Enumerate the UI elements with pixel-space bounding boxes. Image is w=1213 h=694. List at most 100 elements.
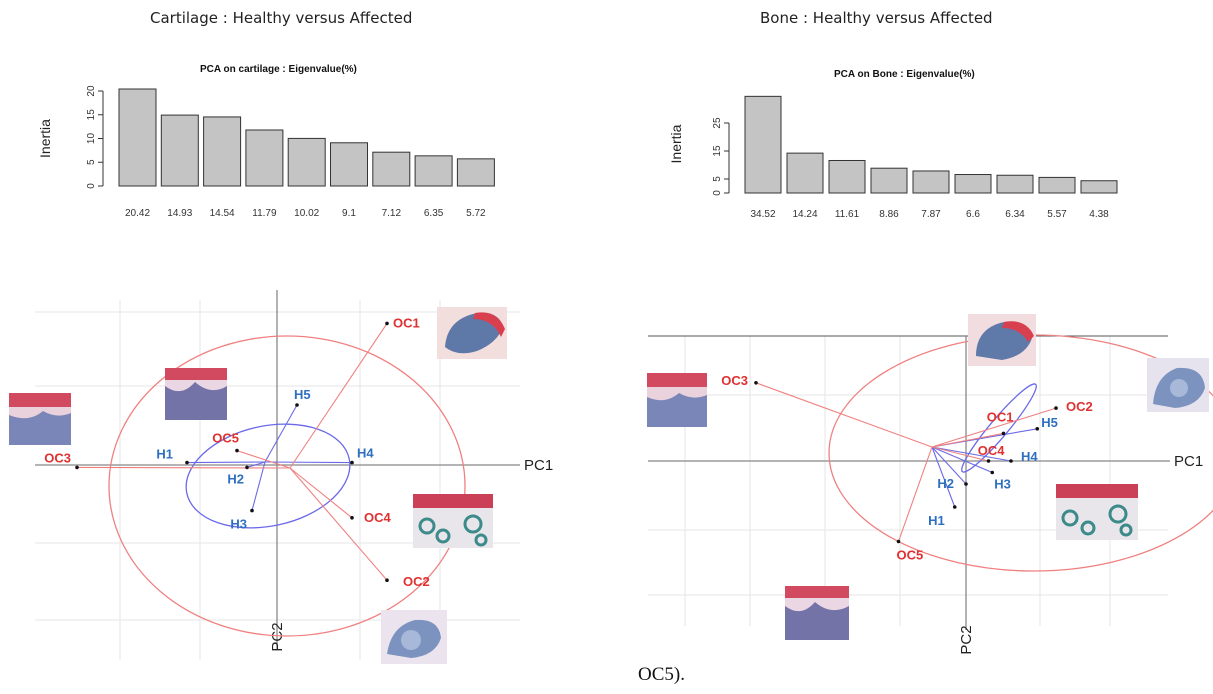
bone-biplot-point-oc4	[986, 459, 991, 463]
bone-biplot-point-label-h3: H3	[994, 477, 1011, 492]
bone-biplot-point-label-oc4: OC4	[978, 443, 1006, 458]
histology-thumbnail-oc1	[437, 307, 507, 359]
cartilage-bar	[456, 158, 495, 187]
cartilage-eigenvalue-bar-chart: 0 5 10 15 20 Inertia 20.42 14.93 14.54 11.79 10.02…	[37, 85, 495, 219]
cartilage-y-tick-label: 10	[86, 133, 97, 145]
cartilage-biplot-point-oc5	[235, 448, 239, 453]
cartilage-bar-label: 9.1	[342, 208, 356, 219]
bone-y-tick-label: 5	[712, 176, 723, 182]
bone-biplot-point-oc1	[1001, 431, 1006, 436]
cartilage-bar	[372, 151, 411, 187]
bone-biplot-point-h5	[1035, 427, 1040, 431]
bone-biplot-affected-spoke	[931, 432, 1004, 448]
cartilage-biplot-pc1-label: PC1	[524, 457, 553, 474]
cartilage-biplot-pc2-label: PC2	[269, 622, 286, 651]
bone-biplot-affected-spoke	[897, 446, 933, 542]
bone-biplot-affected-spoke	[931, 446, 989, 462]
cartilage-biplot-point-label-oc4: OC4	[364, 510, 392, 525]
bone-biplot-pc1-label: PC1	[1174, 453, 1203, 470]
cartilage-bar	[287, 137, 326, 187]
histology-thumbnail-oc4	[413, 494, 493, 548]
cartilage-biplot-point-label-oc5: OC5	[212, 431, 239, 446]
histology-thumbnail-bone-oc2	[1147, 358, 1209, 412]
bone-bar	[786, 152, 824, 194]
bone-biplot-point-label-oc5: OC5	[897, 548, 924, 563]
bone-biplot-point-label-oc3: OC3	[721, 373, 748, 388]
bone-biplot-point-oc2	[1054, 406, 1058, 410]
bone-bar-label: 6.6	[966, 209, 980, 220]
bone-biplot-healthy-spoke	[931, 446, 967, 485]
cartilage-biplot-healthy-spoke	[264, 461, 353, 464]
bone-bar-label: 11.61	[835, 209, 860, 220]
cartilage-biplot-point-h4	[350, 460, 354, 465]
cartilage-bar-label: 6.35	[424, 208, 444, 219]
cartilage-bar	[330, 142, 368, 187]
bone-biplot-healthy-spoke	[931, 446, 1012, 462]
bone-bar-label: 6.34	[1005, 209, 1025, 220]
bone-pca-biplot: PC1 PC2 H1 H2 H3 H4 H5 OC1 OC2 OC3 OC4 OC5	[648, 334, 1213, 655]
bone-bar	[828, 159, 866, 194]
cartilage-biplot-point-oc2	[385, 578, 389, 582]
histology-thumbnail-oc2	[381, 610, 447, 664]
bone-biplot-healthy-spoke	[931, 446, 993, 474]
cartilage-biplot-healthy-spoke	[264, 404, 298, 463]
cartilage-y-axis-label: Inertia	[37, 119, 53, 158]
cartilage-bar-label: 14.54	[210, 208, 235, 219]
cartilage-biplot-point-label-oc1: OC1	[393, 315, 420, 330]
bone-y-tick-label: 0	[712, 190, 723, 196]
cartilage-y-tick-label: 20	[86, 85, 97, 97]
bone-biplot-point-label-oc1: OC1	[987, 409, 1014, 424]
cartilage-biplot-point-oc1	[385, 321, 389, 326]
bone-biplot-point-h2	[964, 482, 968, 486]
cartilage-biplot-healthy-spoke	[246, 461, 266, 468]
cartilage-y-tick-label: 5	[86, 159, 97, 165]
cartilage-bar-label: 11.79	[252, 208, 277, 219]
bone-biplot-healthy-spoke	[931, 446, 956, 508]
bone-bar	[870, 167, 908, 194]
bone-biplot-point-label-h5: H5	[1041, 415, 1058, 430]
cartilage-biplot-point-h3	[250, 508, 254, 513]
cartilage-biplot-point-label-h4: H4	[357, 446, 374, 461]
cartilage-biplot-point-label-oc2: OC2	[403, 574, 430, 589]
bone-section-title: Bone : Healthy versus Affected	[760, 9, 993, 27]
cartilage-bar-label: 5.72	[466, 208, 486, 219]
histology-thumbnail-bone-oc3	[647, 373, 707, 427]
bone-biplot-point-h3	[990, 470, 995, 475]
histology-thumbnail-bone-oc4	[1056, 484, 1138, 540]
cartilage-biplot-point-label-h5: H5	[294, 387, 311, 402]
cartilage-biplot-point-h1	[185, 460, 189, 465]
bone-bar	[1038, 176, 1076, 194]
cartilage-biplot-point-oc4	[350, 516, 354, 520]
cartilage-biplot-affected-spoke	[289, 467, 353, 519]
cartilage-biplot-point-h2	[245, 465, 249, 470]
bone-bar-label: 8.86	[879, 209, 899, 220]
bone-bar-label: 7.87	[921, 209, 941, 220]
cartilage-bar	[245, 129, 284, 187]
cartilage-bar	[118, 88, 157, 187]
cartilage-biplot-point-h5	[295, 403, 299, 407]
bone-biplot-point-h4	[1009, 459, 1013, 463]
bone-biplot-point-oc5	[896, 539, 901, 544]
cartilage-bar-label: 20.42	[125, 208, 150, 219]
bone-biplot-point-label-h2: H2	[937, 476, 954, 491]
cartilage-bar	[203, 116, 242, 187]
bone-bar	[744, 95, 782, 194]
cartilage-bar-label: 7.12	[382, 208, 402, 219]
bone-eigenvalue-bar-chart: 0 5 15 25 Inertia 34.52 14.24 11.61 8.86 7.87 6.6 6…	[668, 95, 1118, 220]
bone-y-tick-label: 25	[712, 117, 723, 129]
histology-thumbnail-oc5	[165, 368, 227, 420]
cartilage-pca-biplot: PC1 PC2 H1 H2 H3 H4 H5 OC1 OC2 OC3 OC4 OC5	[35, 290, 553, 660]
bone-y-tick-label: 15	[712, 145, 723, 157]
cartilage-biplot-affected-spoke	[76, 466, 291, 469]
bone-y-axis-label: Inertia	[668, 124, 684, 163]
cartilage-biplot-affected-ellipse	[108, 335, 466, 637]
bone-biplot-point-oc3	[754, 381, 758, 385]
cartilage-section-title: Cartilage : Healthy versus Affected	[150, 9, 413, 27]
figure-caption-fragment: OC5).	[638, 664, 685, 685]
cartilage-biplot-point-label-h1: H1	[156, 447, 173, 462]
cartilage-biplot-point-label-h3: H3	[230, 517, 247, 532]
cartilage-biplot-affected-spoke	[236, 450, 291, 469]
bone-biplot-pc2-label: PC2	[958, 625, 975, 654]
bone-biplot-point-label-h1: H1	[928, 513, 945, 528]
cartilage-bar-label: 14.93	[167, 208, 192, 219]
